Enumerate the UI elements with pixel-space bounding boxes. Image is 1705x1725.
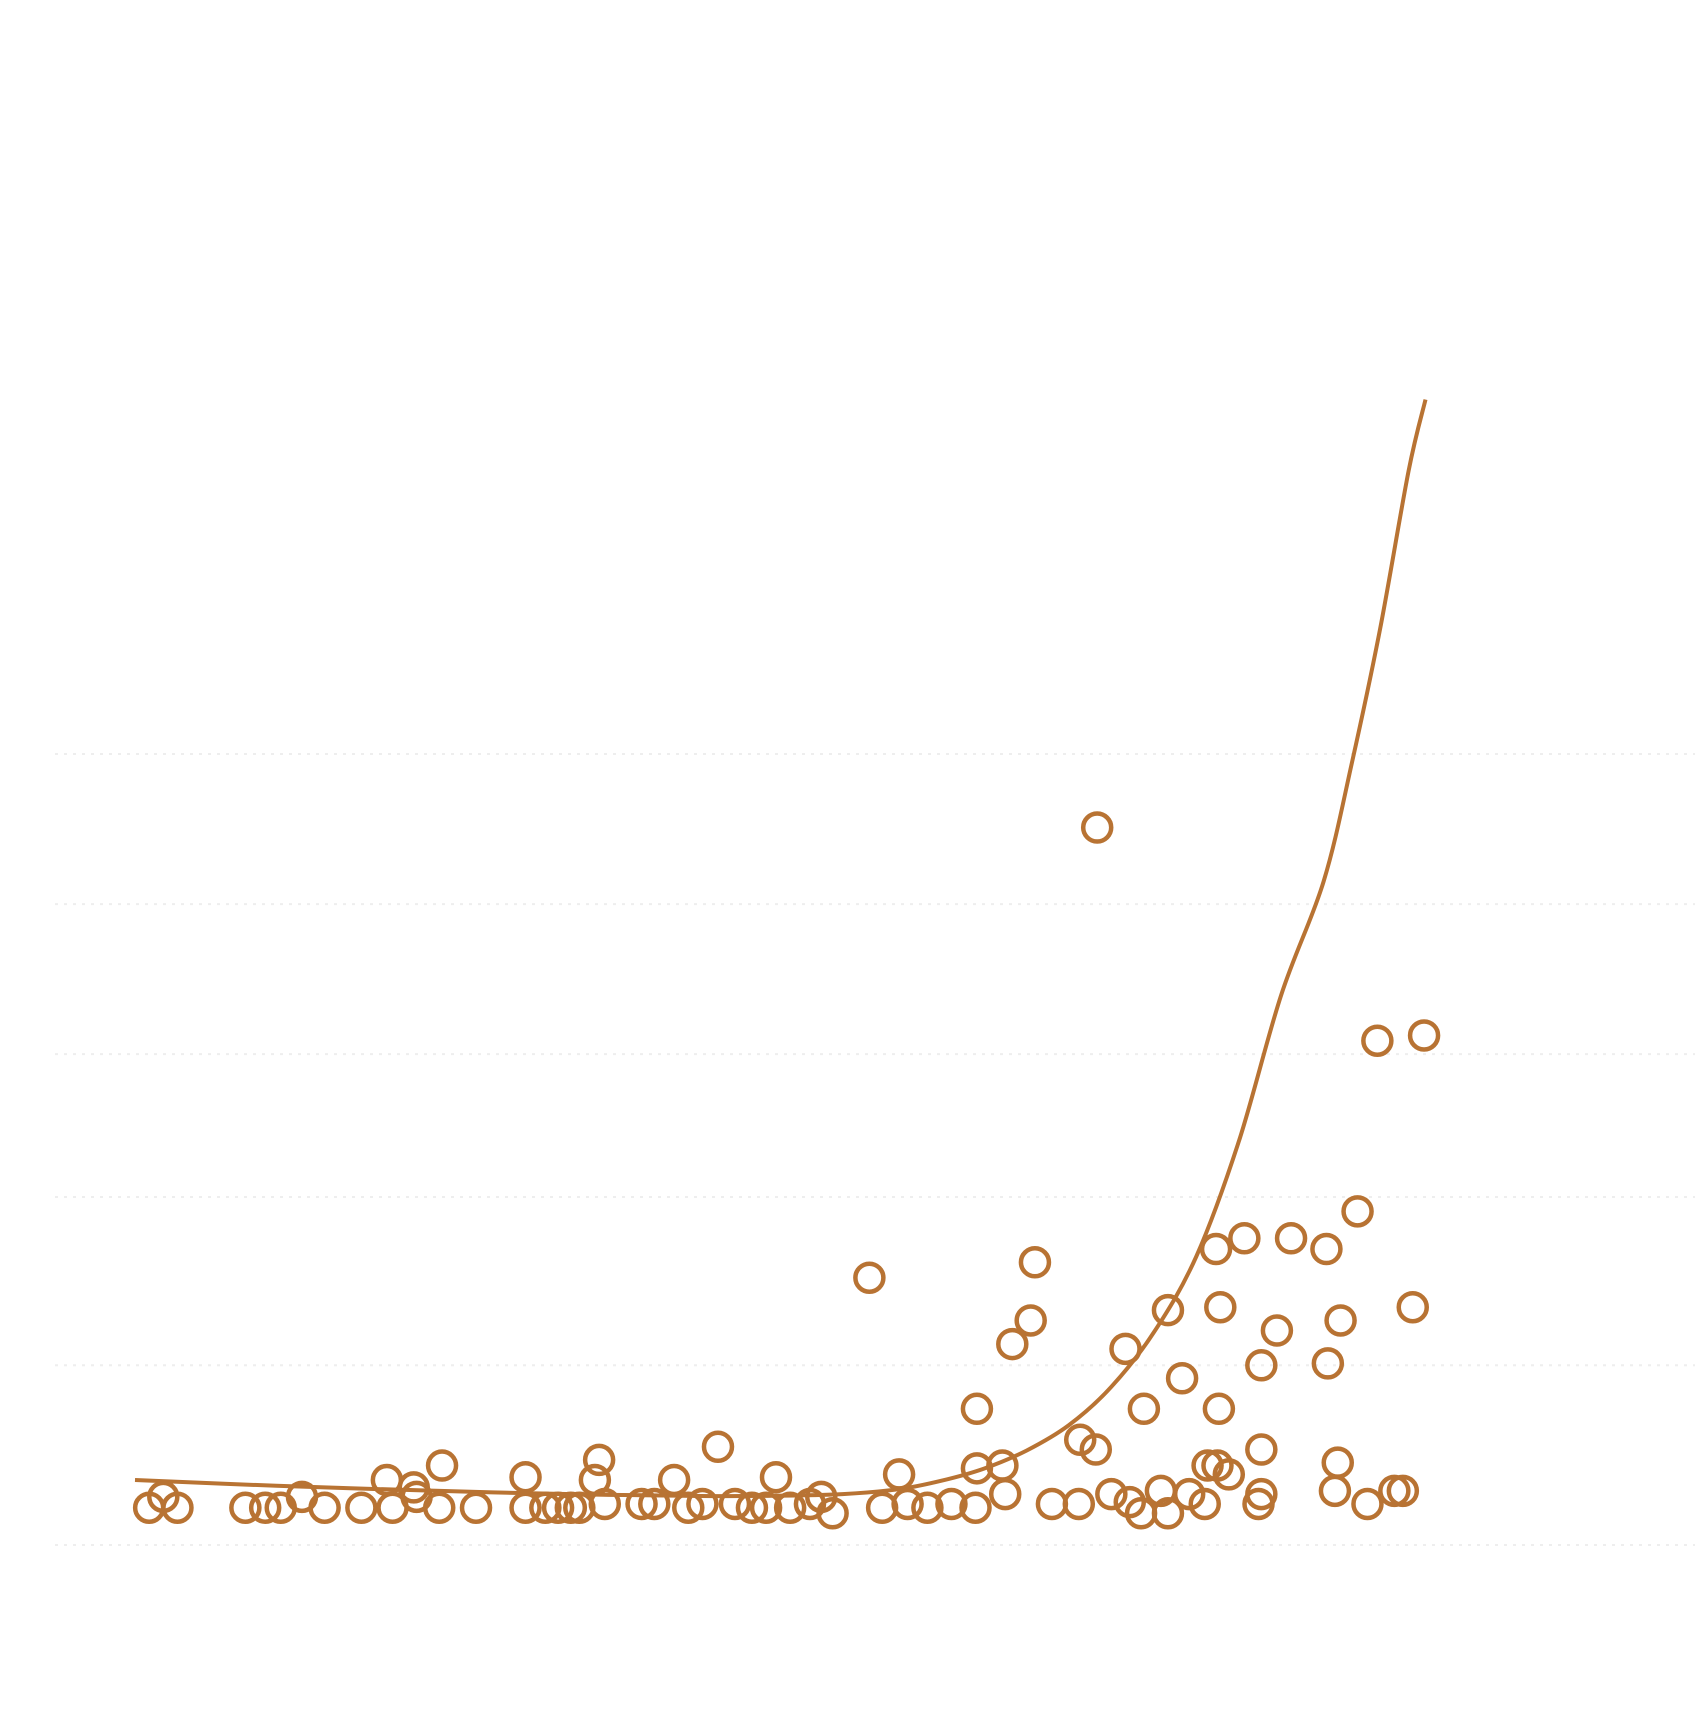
data-point	[1274, 1222, 1308, 1255]
data-point	[701, 1430, 735, 1464]
data-point	[935, 1487, 968, 1521]
data-point	[1378, 1474, 1411, 1508]
data-point	[1151, 1497, 1185, 1530]
data-point	[759, 1460, 793, 1494]
data-point	[345, 1491, 378, 1525]
data-point	[248, 1491, 282, 1525]
data-point	[1188, 1487, 1221, 1521]
data-point	[1127, 1392, 1161, 1426]
data-point	[816, 1497, 849, 1530]
data-point	[1407, 1019, 1441, 1052]
data-point	[1202, 1392, 1236, 1426]
data-point	[960, 1392, 994, 1426]
data-point	[1151, 1293, 1185, 1327]
data-point	[1260, 1314, 1294, 1347]
data-point	[161, 1491, 194, 1525]
data-point	[1321, 1446, 1354, 1479]
data-point	[773, 1491, 807, 1525]
data-point	[1318, 1474, 1352, 1508]
data-point	[853, 1261, 886, 1294]
data-point	[509, 1460, 542, 1494]
data-point	[1341, 1195, 1374, 1228]
data-point	[1245, 1477, 1278, 1511]
data-point	[588, 1487, 622, 1521]
data-point	[397, 1471, 431, 1504]
data-point	[308, 1491, 341, 1525]
trend-line-layer	[134, 399, 1428, 1499]
data-point	[638, 1487, 671, 1521]
data-point	[422, 1491, 456, 1525]
data-point	[718, 1487, 752, 1521]
data-point	[1018, 1246, 1052, 1279]
data-point	[459, 1491, 493, 1525]
data-point	[1245, 1433, 1278, 1466]
data-point	[959, 1491, 992, 1525]
data-point	[509, 1491, 542, 1525]
data-point	[988, 1477, 1022, 1511]
data-point	[1080, 811, 1114, 844]
data-point	[1014, 1304, 1047, 1337]
data-point	[1310, 1232, 1343, 1266]
data-point	[657, 1463, 691, 1497]
data-point	[686, 1487, 719, 1521]
data-point	[805, 1480, 838, 1514]
data-point	[625, 1487, 658, 1521]
data-point	[1095, 1477, 1128, 1511]
data-point	[1113, 1485, 1146, 1519]
data-point	[672, 1491, 705, 1525]
data-point	[1212, 1458, 1246, 1491]
data-point	[1204, 1291, 1237, 1324]
data-point	[1228, 1222, 1261, 1255]
data-point	[425, 1449, 459, 1482]
data-point	[1062, 1487, 1096, 1521]
data-point	[1361, 1024, 1394, 1057]
data-point	[541, 1491, 575, 1525]
data-point	[996, 1327, 1029, 1361]
trend-line	[134, 399, 1428, 1499]
data-point	[882, 1458, 916, 1491]
data-point	[1396, 1291, 1429, 1324]
data-point	[1311, 1347, 1345, 1380]
data-point	[582, 1443, 616, 1477]
data-point	[1351, 1487, 1384, 1521]
data-point	[735, 1491, 769, 1525]
data-point	[229, 1491, 262, 1525]
data-point	[554, 1491, 588, 1525]
data-point	[1324, 1304, 1357, 1337]
data-points	[132, 811, 1441, 1530]
gridlines	[55, 753, 1695, 1546]
data-point	[1165, 1362, 1199, 1395]
data-point	[911, 1491, 944, 1525]
data-point	[1245, 1349, 1278, 1382]
data-point	[1191, 1449, 1224, 1482]
data-point	[749, 1491, 783, 1525]
data-point	[891, 1487, 924, 1521]
data-point	[1386, 1474, 1420, 1508]
data-point	[1109, 1332, 1142, 1366]
data-point	[1079, 1433, 1113, 1466]
data-point	[529, 1491, 562, 1525]
data-point	[1199, 1232, 1233, 1266]
data-point	[1035, 1487, 1069, 1521]
